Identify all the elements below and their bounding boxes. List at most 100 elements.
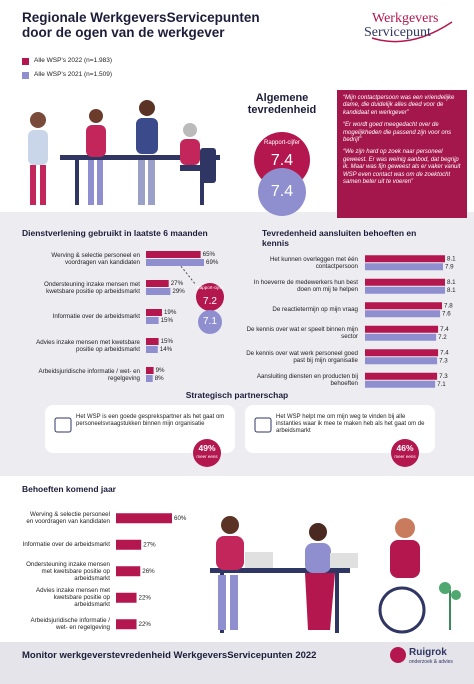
value-label: 7.8 — [444, 302, 453, 309]
value-label: 15% — [161, 317, 174, 324]
value-label: 22% — [139, 594, 152, 601]
title-line: Regionale WerkgeversServicepunten — [22, 10, 260, 25]
brand-sub: onderzoek & advies — [409, 659, 453, 665]
legend-label: Alle WSP's 2022 (n=1.983) — [34, 57, 113, 64]
value-label: 14% — [160, 346, 173, 353]
category-label: In hoeverre de medewerkers hun best doen… — [253, 279, 358, 294]
category-label: Het kunnen overleggen met één contactper… — [269, 255, 358, 270]
bar — [146, 317, 159, 324]
bar — [365, 255, 445, 263]
bar — [365, 357, 438, 365]
category-label: Ondersteuning inzake mensen met kwetsbar… — [44, 280, 140, 295]
category-label: Aansluiting diensten en producten bij be… — [256, 373, 358, 388]
bar — [146, 367, 154, 374]
value-label: 60% — [174, 515, 187, 522]
value-label: 26% — [142, 568, 155, 575]
overall-score: 7.4 — [270, 152, 294, 169]
partner-box — [45, 405, 235, 453]
bar — [365, 278, 445, 286]
overall-label: Rapport-cijfer — [263, 140, 300, 146]
value-label: 8.1 — [447, 287, 456, 294]
value-label: 19% — [164, 309, 177, 316]
bar — [146, 259, 204, 266]
value-label: 65% — [203, 251, 216, 258]
category-label: Advies inzake mensen met kwetsbare posit… — [36, 338, 140, 353]
score-circle-2021 — [198, 310, 222, 334]
value-label: 8.1 — [447, 279, 456, 286]
logo: Werkgevers Servicepunt — [364, 11, 439, 40]
bar — [365, 325, 439, 333]
category-label: Informatie over de arbeidsmarkt — [22, 541, 110, 549]
bar — [365, 333, 437, 341]
title: Regionale WerkgeversServicepunten door d… — [22, 10, 260, 40]
category-label: Arbeidsjuridische informatie / wet- en r… — [38, 367, 140, 382]
quote-box — [337, 90, 467, 218]
category-label: Werving & selectie personeel en voordrag… — [26, 511, 110, 526]
bar — [116, 513, 172, 524]
logo-swoosh — [371, 21, 453, 43]
chart-title: Tevredenheid aansluiten behoeften en ken… — [262, 228, 417, 248]
category-label: Informatie over de arbeidsmarkt — [52, 313, 140, 320]
value-label: 9% — [156, 367, 165, 374]
illustration — [210, 516, 461, 634]
partner-label: meer eens — [196, 454, 218, 459]
overall-circle-2021 — [258, 168, 306, 216]
bar — [146, 375, 153, 382]
value-label: 7.3 — [439, 357, 448, 364]
partner-circle — [193, 439, 221, 467]
value-label: 69% — [206, 259, 219, 266]
overall-score: 7.4 — [270, 183, 294, 200]
overall-title: Algemene tevredenheid — [247, 92, 317, 116]
value-label: 22% — [139, 621, 152, 628]
bar — [116, 619, 137, 630]
value-label: 27% — [171, 280, 184, 287]
partner-label: meer eens — [394, 454, 416, 459]
value-label: 8.1 — [447, 255, 456, 262]
bar — [116, 592, 137, 603]
bar — [365, 263, 444, 271]
bar — [146, 288, 171, 295]
value-label: 7.9 — [445, 263, 454, 270]
category-label: De kennis over wat werk personeel goed p… — [246, 349, 358, 364]
score: 7.1 — [203, 316, 217, 327]
bar — [146, 280, 169, 287]
partner-value: 49% — [198, 443, 216, 453]
title-line: door de ogen van de werkgever — [22, 25, 225, 40]
category-label: Arbeidsjuridische informatie / wet- en r… — [30, 617, 110, 632]
category-label: De reactietermijn op mijn vraag — [272, 306, 358, 314]
icon — [254, 417, 272, 433]
legend-swatch — [22, 58, 29, 65]
score: 7.2 — [203, 296, 217, 307]
bar — [365, 380, 436, 388]
value-label: 7.2 — [438, 334, 447, 341]
bar — [146, 251, 201, 258]
quotes: “Mijn contactpersoon was een vriendelijk… — [343, 95, 461, 186]
partner-text: Het WSP helpt me om mijn weg te vinden b… — [276, 414, 425, 434]
partner-circle — [391, 439, 419, 467]
bar — [365, 349, 439, 357]
category-label: De kennis over wat er speelt binnen mijn… — [246, 326, 358, 341]
value-label: 7.4 — [440, 349, 449, 356]
category-label: Ondersteuning inzake mensen met kwetsbar… — [26, 560, 110, 582]
partner-text: Het WSP is een goede gesprekspartner als… — [76, 414, 225, 427]
score-circle-2022 — [196, 283, 224, 311]
value-label: 27% — [143, 541, 156, 548]
value-label: 7.3 — [439, 373, 448, 380]
legend-swatch — [22, 72, 29, 79]
bar — [365, 286, 445, 294]
icon — [54, 417, 72, 433]
legend-label: Alle WSP's 2021 (n=1.509) — [34, 71, 113, 78]
logo-text: Werkgevers — [372, 11, 439, 26]
value-label: 15% — [161, 338, 174, 345]
bar — [365, 302, 443, 310]
value-label: 29% — [172, 288, 185, 295]
bar — [365, 310, 441, 318]
bar — [116, 539, 142, 550]
value-label: 7.1 — [437, 381, 446, 388]
bar — [146, 309, 162, 316]
illustration — [28, 100, 220, 205]
chart-title: Behoeften komend jaar — [22, 484, 116, 494]
bar — [146, 338, 159, 345]
quote: “Er wordt goed meegedacht over de mogeli… — [343, 122, 452, 144]
